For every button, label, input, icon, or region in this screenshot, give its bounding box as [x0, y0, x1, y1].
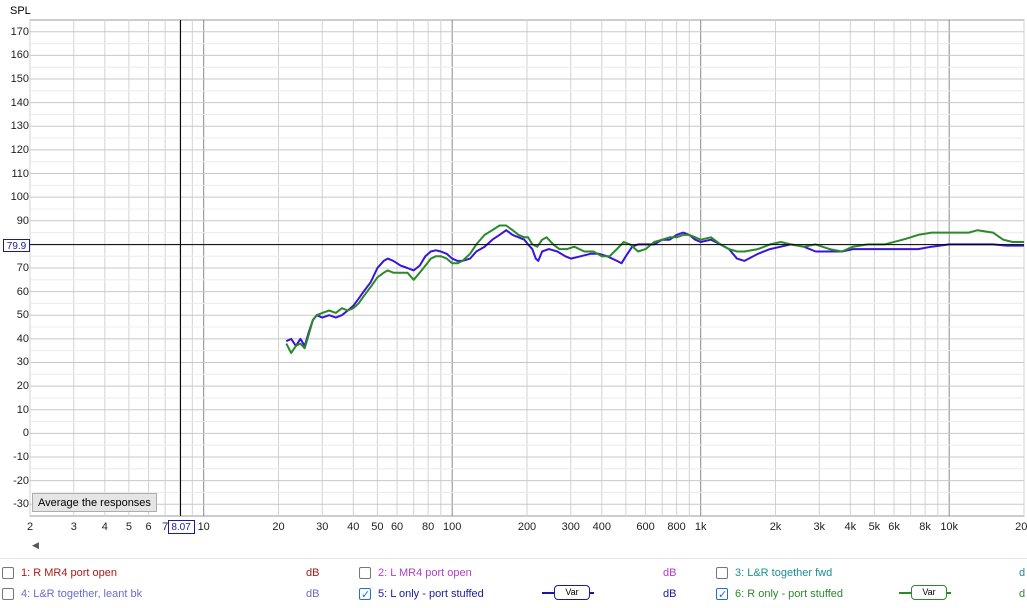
x-tick-label: 60 — [390, 521, 404, 533]
x-tick-label: 400 — [592, 521, 611, 533]
legend-unit-6-label: d — [1019, 588, 1026, 600]
var-button-6[interactable]: Var — [899, 585, 951, 600]
series-line-5 — [285, 229, 1024, 347]
x-tick-label: 30 — [316, 521, 329, 533]
series-line-6 — [285, 224, 1024, 354]
x-tick-label: 7 — [162, 521, 169, 533]
x-tick-label: 4k — [844, 521, 857, 533]
scroll-left-icon[interactable]: ◀ — [32, 540, 39, 550]
x-tick-label: 200 — [517, 521, 537, 533]
x-tick-label: 4 — [101, 521, 108, 533]
cursor-x-readout: 8.07 — [167, 520, 195, 534]
y-tick-label: 0 — [22, 427, 29, 440]
x-tick-label: 10k — [940, 521, 959, 533]
legend-unit-1-label: dB — [306, 567, 320, 579]
y-tick-label: 90 — [16, 214, 29, 227]
y-tick-label: 70 — [16, 262, 29, 274]
x-tick-label: 20k — [1015, 521, 1027, 533]
y-tick-label: -10 — [13, 450, 29, 463]
measurement-legend: 1: R MR4 port open 2: L MR4 port open 3:… — [0, 558, 1027, 608]
legend-label-6: 6: R only - port stuffed — [735, 588, 844, 600]
legend-label-4: 4: L&R together, leant bk — [21, 588, 143, 600]
x-tick-label: 6k — [888, 521, 900, 533]
var-button-5[interactable]: Var — [542, 585, 594, 600]
x-tick-label: 2 — [26, 521, 34, 533]
var-label-5: Var — [554, 585, 590, 600]
var-label-6: Var — [911, 585, 947, 600]
legend-label-5: 5: L only - port stuffed — [378, 588, 484, 600]
legend-unit-4-label: dB — [306, 588, 320, 600]
x-tick-label: 20 — [272, 521, 285, 533]
x-tick-label: 5k — [868, 521, 881, 533]
x-tick-label: 80 — [421, 521, 435, 533]
y-tick-label: 100 — [10, 191, 29, 204]
legend-checkbox-4[interactable] — [2, 588, 14, 600]
average-responses-button[interactable]: Average the responses — [32, 493, 157, 512]
legend-checkbox-6[interactable] — [716, 586, 728, 604]
plot-area[interactable] — [0, 0, 1027, 540]
x-tick-label: 10 — [197, 521, 210, 533]
y-tick-label: 130 — [10, 120, 29, 133]
y-tick-label: 170 — [10, 25, 29, 38]
y-axis-title: SPL — [10, 5, 31, 17]
y-tick-label: 10 — [16, 403, 29, 416]
x-tick-label: 800 — [667, 521, 686, 533]
legend-label-2: 2: L MR4 port open — [378, 567, 472, 579]
y-tick-label: 50 — [16, 309, 29, 322]
x-tick-label: 6 — [145, 521, 152, 533]
x-tick-label: 1k — [694, 521, 707, 533]
legend-label-3: 3: L&R together fwd — [735, 567, 833, 579]
x-tick-label: 100 — [443, 521, 462, 533]
legend-checkbox-1[interactable] — [2, 567, 14, 579]
x-tick-label: 3k — [813, 521, 826, 533]
y-tick-label: 40 — [16, 332, 29, 345]
x-tick-label: 3 — [70, 521, 77, 533]
legend-label-1: 1: R MR4 port open — [21, 567, 117, 579]
x-tick-label: 600 — [636, 521, 655, 533]
legend-unit-2-label: dB — [663, 567, 677, 579]
y-tick-label: -30 — [13, 498, 29, 511]
horizontal-scrollbar[interactable]: ◀ — [0, 538, 1027, 553]
x-tick-label: 5 — [125, 521, 132, 533]
x-tick-label: 300 — [561, 521, 580, 533]
legend-unit-3-label: d — [1019, 567, 1026, 579]
y-tick-label: 30 — [16, 356, 29, 369]
x-tick-label: 40 — [347, 521, 360, 533]
legend-checkbox-3[interactable] — [716, 567, 728, 579]
x-tick-label: 8k — [919, 521, 931, 533]
y-tick-label: 160 — [10, 49, 29, 62]
y-tick-label: 120 — [10, 143, 29, 156]
y-tick-label: 60 — [16, 285, 29, 298]
y-tick-label: 150 — [10, 73, 29, 86]
x-tick-label: 50 — [371, 521, 384, 533]
x-tick-label: 2k — [769, 521, 782, 533]
legend-unit-5-label: dB — [663, 588, 677, 600]
y-tick-label: -20 — [13, 474, 29, 487]
y-tick-label: 140 — [10, 96, 29, 109]
legend-checkbox-2[interactable] — [359, 567, 371, 579]
legend-checkbox-5[interactable] — [359, 586, 371, 604]
y-tick-label: 110 — [11, 167, 29, 180]
cursor-y-readout: 79.9 — [3, 238, 30, 252]
y-tick-label: 20 — [16, 380, 29, 393]
